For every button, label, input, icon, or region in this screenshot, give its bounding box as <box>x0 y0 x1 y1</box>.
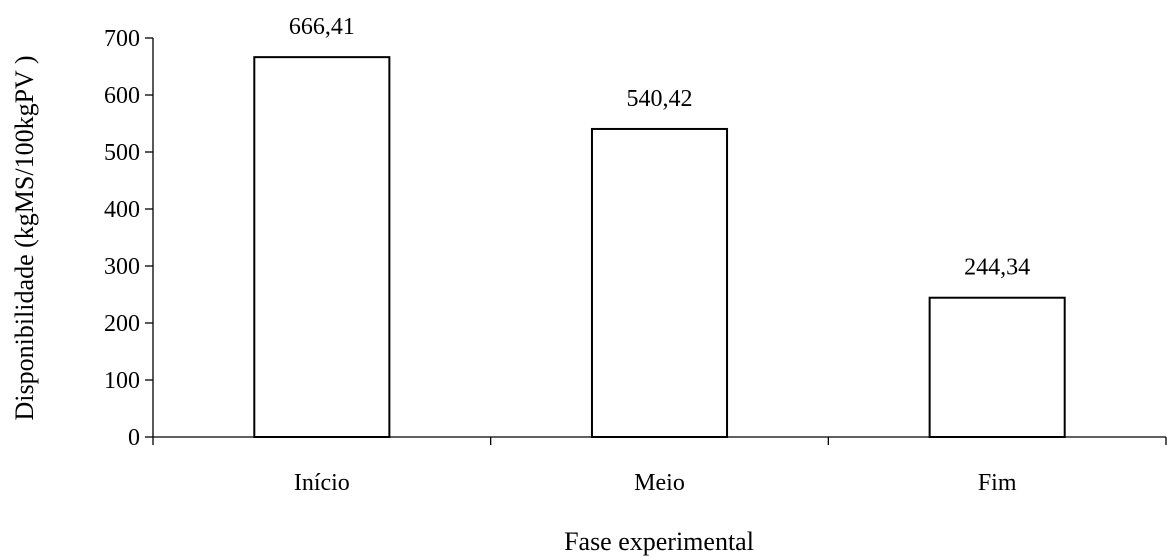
y-axis-title: Disponibilidade (kgMS/100kgPV ) <box>10 56 39 421</box>
bar <box>253 56 391 438</box>
y-axis: 0 100 200 300 400 500 600 700 <box>104 26 154 451</box>
y-tick-label: 600 <box>104 83 140 109</box>
x-tick-label: Meio <box>634 470 685 496</box>
y-tick-label: 200 <box>104 311 140 337</box>
y-tick-label: 700 <box>104 26 140 52</box>
y-tick-label: 0 <box>128 425 140 451</box>
data-label: 540,42 <box>627 86 693 112</box>
data-labels: 666,41 540,42 244,34 <box>289 14 1030 281</box>
x-axis-title: Fase experimental <box>564 527 754 556</box>
data-label: 244,34 <box>964 255 1030 281</box>
bar <box>928 296 1066 438</box>
y-tick-label: 100 <box>104 368 140 394</box>
x-tick-label: Início <box>294 470 350 496</box>
y-tick-label: 500 <box>104 140 140 166</box>
bars <box>253 56 1066 438</box>
x-tick-label: Fim <box>978 470 1017 496</box>
bar <box>590 127 729 438</box>
data-label: 666,41 <box>289 14 355 40</box>
y-tick-label: 400 <box>104 197 140 223</box>
x-axis: Início Meio Fim <box>152 436 1167 496</box>
y-tick-label: 300 <box>104 254 140 280</box>
